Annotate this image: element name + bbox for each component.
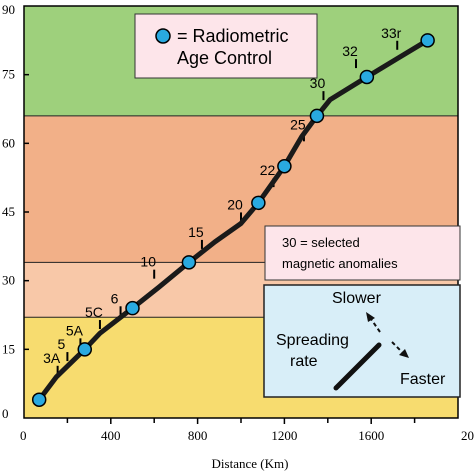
radiometric-point [420,33,435,48]
anomaly-label: 25 [290,116,306,132]
legend-anomalies: 30 = selected magnetic anomalies [264,225,461,281]
x-tick-label: 20 [461,428,474,443]
anomaly-label: 5 [58,336,66,352]
slower-arrow [370,318,381,333]
anomaly-label: 10 [140,254,156,270]
y-axis-ticks: 0 15 30 45 60 75 90 [2,2,29,421]
legend-marker [155,28,171,44]
spreading-rate-line [333,342,382,391]
y-tick-label: 90 [2,2,15,17]
radiometric-point [125,300,140,316]
radiometric-point [359,69,375,85]
faster-arrow [391,341,403,353]
x-tick-label: 1200 [271,428,297,443]
y-tick-label: 75 [2,67,15,82]
anomaly-label: 33r [381,25,402,41]
radiometric-point [277,158,292,174]
y-tick-label: 30 [2,273,15,288]
radiometric-point [31,392,47,407]
legend-age-control-label: Age Control [177,48,272,68]
radiometric-point [77,342,93,357]
anomaly-label: 6 [111,290,119,306]
x-axis-ticks: 0 400 800 1200 1600 20 [20,418,474,443]
x-tick-label: 1600 [358,428,384,443]
anomaly-label: 5C [85,304,103,320]
legend-spreading-rate: Slower Spreading rate Faster [263,284,461,398]
radiometric-point [181,255,197,270]
age-distance-curve [36,37,431,403]
anomaly-label: 3A [43,350,61,366]
faster-arrowhead [399,349,409,358]
radiometric-points [31,33,435,407]
anomaly-label: 20 [227,196,243,212]
anomaly-label: 22 [260,162,276,178]
x-tick-label: 400 [101,428,121,443]
anomaly-label: 30 [310,75,326,91]
slower-label: Slower [332,290,382,307]
y-tick-label: 0 [2,406,9,421]
y-tick-label: 15 [2,341,15,356]
anomaly-label: 5A [66,322,84,338]
legend-radiometric: = Radiometric Age Control [134,13,318,79]
y-tick-label: 60 [2,135,15,150]
rate-label: rate [290,353,318,370]
x-tick-label: 800 [188,428,208,443]
legend-anomalies-line1: 30 = selected [282,235,360,250]
faster-label: Faster [400,371,446,388]
x-tick-label: 0 [20,428,27,443]
slower-arrowhead [366,312,375,322]
radiometric-point [309,108,325,124]
x-axis-label: Distance (Km) [212,456,289,471]
y-tick-label: 45 [2,204,15,219]
spreading-label: Spreading [276,332,349,349]
anomaly-label: 32 [342,43,358,59]
anomaly-label: 15 [188,224,204,240]
radiometric-point [251,195,266,211]
legend-radiometric-label: = Radiometric [177,26,289,46]
legend-anomalies-line2: magnetic anomalies [282,256,398,271]
